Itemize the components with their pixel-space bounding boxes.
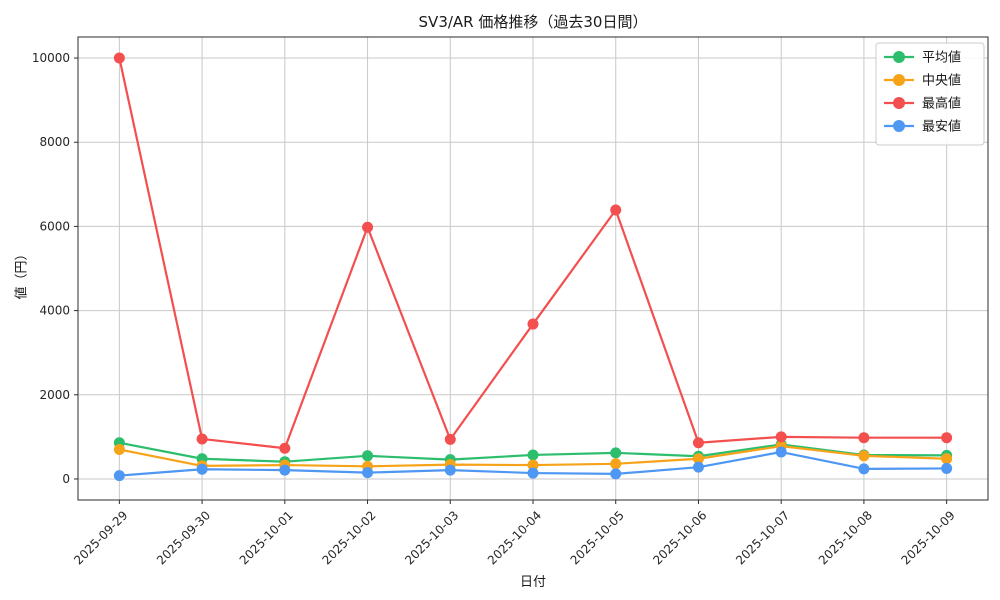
- data-point-average: [527, 449, 539, 461]
- series-min: [113, 446, 953, 482]
- data-point-min: [692, 461, 704, 473]
- x-tick-label: 2025-10-09: [899, 508, 958, 567]
- data-point-min: [113, 470, 125, 482]
- data-point-max: [362, 221, 374, 233]
- x-tick-label: 2025-10-02: [319, 508, 378, 567]
- legend-item-average: 平均値: [884, 50, 961, 66]
- data-point-max: [444, 433, 456, 445]
- data-point-max: [610, 204, 622, 216]
- legend-marker-dot: [893, 120, 905, 132]
- data-point-max: [113, 52, 125, 64]
- data-point-max: [196, 433, 208, 445]
- x-tick-label: 2025-10-08: [816, 508, 875, 567]
- data-point-median: [113, 443, 125, 455]
- data-point-max: [279, 442, 291, 454]
- series-max: [113, 52, 953, 454]
- legend-item-max: 最高値: [884, 96, 961, 112]
- chart-title: SV3/AR 価格推移（過去30日間）: [418, 13, 648, 31]
- legend-marker-dot: [893, 74, 905, 86]
- data-point-min: [775, 446, 787, 458]
- data-point-average: [362, 450, 374, 462]
- data-point-min: [444, 464, 456, 476]
- y-tick-label: 4000: [39, 304, 70, 318]
- y-tick-labels: 0 2000 4000 6000 8000 10000: [32, 51, 70, 486]
- y-tick-label: 10000: [32, 51, 70, 65]
- legend-item-min: 最安値: [884, 119, 961, 135]
- data-point-min: [196, 463, 208, 475]
- data-point-median: [692, 453, 704, 465]
- data-point-max: [858, 432, 870, 444]
- x-tick-labels: 2025-09-29 2025-09-30 2025-10-01 2025-10-02…: [71, 508, 957, 567]
- x-tick-label: 2025-10-07: [733, 508, 792, 567]
- y-tick-label: 0: [62, 472, 70, 486]
- legend-label-min: 最安値: [922, 119, 961, 135]
- axis-ticks: [74, 57, 948, 504]
- data-point-min: [941, 462, 953, 474]
- y-tick-label: 8000: [39, 135, 70, 149]
- data-point-median: [610, 458, 622, 470]
- data-point-min: [527, 467, 539, 479]
- data-point-median: [858, 450, 870, 462]
- data-point-max: [692, 437, 704, 449]
- data-point-min: [610, 468, 622, 480]
- x-tick-label: 2025-09-30: [154, 508, 213, 567]
- y-tick-label: 6000: [39, 219, 70, 233]
- legend-marker-dot: [893, 51, 905, 63]
- y-axis-label: 値（円）: [14, 247, 30, 300]
- x-tick-label: 2025-10-01: [237, 508, 296, 567]
- x-tick-label: 2025-10-03: [402, 508, 461, 567]
- legend-item-median: 中央値: [884, 73, 961, 89]
- grid-lines: [78, 37, 988, 500]
- y-tick-label: 2000: [39, 388, 70, 402]
- legend-label-max: 最高値: [922, 96, 961, 112]
- x-tick-label: 2025-10-06: [650, 508, 709, 567]
- data-point-max: [527, 318, 539, 330]
- data-point-median: [527, 459, 539, 471]
- data-point-max: [775, 431, 787, 443]
- x-tick-label: 2025-10-05: [568, 508, 627, 567]
- legend-label-median: 中央値: [922, 73, 961, 89]
- legend-box: [875, 42, 985, 146]
- legend-label-average: 平均値: [922, 50, 961, 66]
- data-point-max: [941, 432, 953, 444]
- data-point-min: [362, 467, 374, 479]
- legend-marker-dot: [893, 97, 905, 109]
- data-point-average: [610, 447, 622, 459]
- data-point-min: [858, 463, 870, 475]
- x-tick-label: 2025-10-04: [485, 508, 544, 567]
- x-tick-label: 2025-09-29: [71, 508, 130, 567]
- data-point-median: [941, 453, 953, 465]
- data-point-min: [279, 464, 291, 476]
- x-axis-label: 日付: [519, 575, 546, 590]
